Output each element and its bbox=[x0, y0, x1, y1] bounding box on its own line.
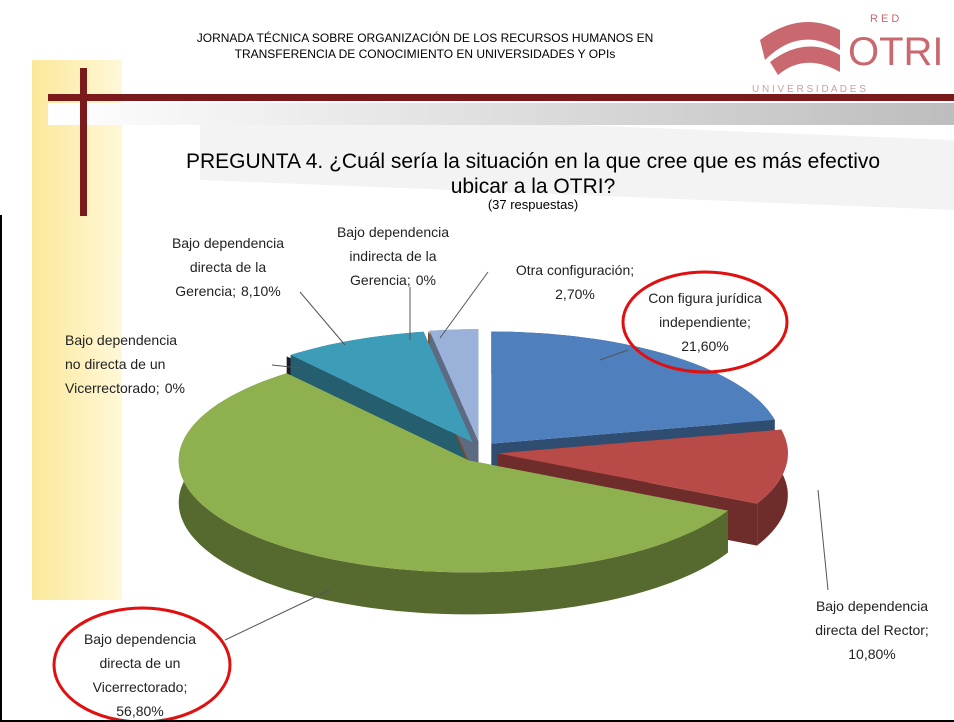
label-text: directa de la bbox=[190, 259, 266, 275]
data-label: Bajo dependencia bbox=[84, 631, 196, 647]
slice bbox=[290, 331, 473, 443]
value-label: 21,60% bbox=[681, 338, 728, 354]
label-text: directa del Rector; bbox=[815, 622, 929, 638]
data-label: Bajo dependencia bbox=[172, 235, 284, 251]
slice bbox=[491, 331, 775, 444]
data-label: Gerencia; 8,10% bbox=[175, 283, 280, 299]
label-text: Gerencia; bbox=[175, 283, 236, 299]
highlight-circle bbox=[52, 606, 232, 722]
leader-line bbox=[817, 489, 829, 591]
value-label: 2,70% bbox=[555, 286, 595, 302]
data-label: Vicerrectorado; bbox=[93, 679, 188, 695]
label-text: Con figura jurídica bbox=[648, 290, 762, 306]
data-label: no directa de un bbox=[65, 356, 165, 372]
leader-line bbox=[439, 271, 489, 339]
label-text: Vicerrectorado; bbox=[65, 380, 160, 396]
logo-sub: U N I V E R S I D A D E S bbox=[752, 84, 866, 95]
logo-mark bbox=[760, 22, 840, 75]
value-label: 0% bbox=[416, 272, 436, 288]
data-label: directa de la bbox=[190, 259, 266, 275]
logo: OTRI bbox=[848, 30, 944, 74]
data-label: directa de un bbox=[100, 655, 181, 671]
data-label: Otra configuración; bbox=[516, 262, 634, 278]
data-label: Bajo dependencia bbox=[816, 598, 928, 614]
label-text: no directa de un bbox=[65, 356, 165, 372]
highlight-circle bbox=[621, 270, 789, 374]
label-text: Bajo dependencia bbox=[65, 332, 177, 348]
chart-title: PREGUNTA 4. ¿Cuál sería la situación en … bbox=[186, 150, 880, 173]
leader-line bbox=[271, 364, 301, 369]
data-label: Bajo dependencia bbox=[65, 332, 177, 348]
data-label: independiente; bbox=[659, 314, 751, 330]
slice bbox=[497, 429, 788, 504]
red-cross bbox=[80, 68, 87, 216]
data-label: indirecta de la bbox=[349, 248, 436, 264]
red-bar bbox=[48, 94, 954, 101]
data-label: Gerencia; 0% bbox=[350, 272, 436, 288]
slice-side bbox=[757, 429, 788, 546]
leader-line bbox=[299, 291, 346, 346]
chart-title: ubicar a la OTRI? bbox=[451, 175, 616, 198]
leader-line bbox=[224, 589, 331, 641]
pie bbox=[178, 329, 788, 615]
logo-red: R E D bbox=[870, 13, 899, 25]
watermark bbox=[200, 110, 954, 210]
event-title: JORNADA TÉCNICA SOBRE ORGANIZACIÓN DE LO… bbox=[197, 30, 654, 45]
data-label: Con figura jurídica bbox=[648, 290, 762, 306]
leader-line bbox=[599, 349, 629, 361]
data-label: Vicerrectorado; 0% bbox=[65, 380, 185, 396]
label-text: Bajo dependencia bbox=[84, 631, 196, 647]
labels: Con figura jurídica independiente; 21,60% B… bbox=[65, 224, 929, 719]
label-text: Bajo dependencia bbox=[816, 598, 928, 614]
gray-band bbox=[48, 103, 954, 125]
chart-subtitle: (37 respuestas) bbox=[488, 197, 578, 212]
event-title: TRANSFERENCIA DE CONOCIMIENTO EN UNIVERS… bbox=[235, 47, 616, 61]
label-text: Otra configuración; bbox=[516, 262, 634, 278]
side-bar bbox=[32, 60, 122, 600]
label-text: Vicerrectorado; bbox=[93, 679, 188, 695]
slice bbox=[429, 329, 479, 442]
label-text: Gerencia; bbox=[350, 272, 411, 288]
label-text: directa de un bbox=[100, 655, 181, 671]
value-label: 0% bbox=[165, 380, 185, 396]
label-text: independiente; bbox=[659, 314, 751, 330]
value-label: 8,10% bbox=[241, 283, 281, 299]
slice bbox=[178, 373, 728, 573]
value-label: 56,80% bbox=[116, 703, 163, 719]
data-label: directa del Rector; bbox=[815, 622, 929, 638]
label-text: indirecta de la bbox=[349, 248, 436, 264]
label-text: Bajo dependencia bbox=[172, 235, 284, 251]
label-text: Bajo dependencia bbox=[337, 224, 449, 240]
data-label: Bajo dependencia bbox=[337, 224, 449, 240]
value-label: 10,80% bbox=[848, 646, 895, 662]
